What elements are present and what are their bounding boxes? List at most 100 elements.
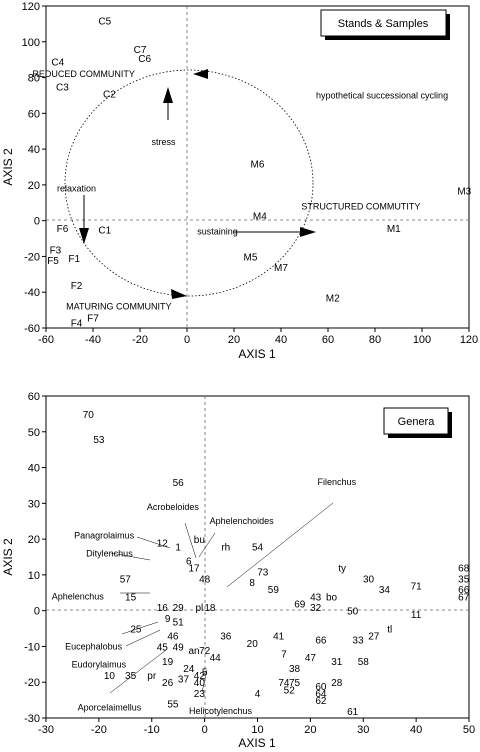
data-point-label: 41 [273,632,285,643]
y-tick-label: 0 [34,606,40,618]
data-point-label: 36 [220,632,232,643]
y-tick-label: -40 [24,287,40,299]
data-point-label: 69 [294,600,306,611]
x-tick-label: 20 [228,334,240,346]
data-point-label: 51 [173,617,185,628]
data-point-label: 60 [315,682,327,693]
data-point-label: ty [338,564,346,575]
data-point-label: bo [326,592,338,603]
data-point-label: F6 [57,224,69,235]
succession-cycle-ellipse [64,69,314,297]
x-axis-title: AXIS 1 [238,736,276,750]
x-tick-label: -10 [144,724,160,736]
x-tick-label: -20 [132,334,148,346]
data-point-label: tl [387,625,392,636]
data-point-label: C3 [56,83,69,94]
panel-title: Genera [398,416,436,428]
data-point-label: 19 [162,657,174,668]
annotation: sustaining [197,226,238,236]
x-ticks: -60 -40 -20 0 20 40 60 80 100 120 [38,328,478,346]
x-tick-label: -20 [91,724,107,736]
data-point-label: C1 [98,226,111,237]
data-point-label: 66 [458,585,470,596]
data-point-label: 57 [120,574,132,585]
x-tick-label: 120 [460,334,478,346]
y-tick-label: 50 [28,427,40,439]
data-point-label: 5 [202,667,208,678]
annotation: Helicotylenchus [189,706,253,716]
data-point-label: 68 [458,564,470,575]
data-point-label: F7 [87,313,99,324]
data-point-label: 67 [458,592,470,603]
annotation: Ditylenchus [86,548,133,558]
data-point-label: 66 [315,635,327,646]
data-point-label: 12 [157,539,169,550]
x-tick-label: 20 [304,724,316,736]
data-point-label: 38 [289,664,301,675]
leader-line [226,502,334,588]
annotation: stress [151,137,176,147]
data-point-label: F3 [50,245,62,256]
y-tick-label: 20 [28,180,40,192]
data-point-label: C4 [51,57,64,68]
data-point-label: 32 [310,603,322,614]
data-point-label: 45 [157,642,169,653]
annotation: Filenchus [318,477,357,487]
data-point-label: 4 [255,689,261,700]
data-point-label: 54 [252,542,264,553]
y-ticks: 120 100 80 60 40 20 0 -20 -40 -60 [22,1,46,335]
data-point-label: F4 [71,319,83,330]
data-point-label: 33 [352,635,364,646]
y-tick-label: 0 [34,216,40,228]
data-point-label: F1 [68,254,80,265]
annotation: REDUCED COMMUNITY [32,69,135,79]
annotation: Aphelenchus [52,591,105,601]
x-tick-label: 100 [413,334,431,346]
x-ticks: -30 -20 -10 0 10 20 30 40 50 [38,718,475,736]
data-point-label: 15 [125,592,137,603]
x-tick-label: 10 [251,724,263,736]
data-point-label: 48 [199,574,211,585]
data-point-label: 40 [194,678,206,689]
data-point-label: C6 [138,54,151,65]
annotations: Filenchus Acrobeloides Aphelenchoides Panag… [52,477,357,716]
data-point-label: 1 [175,542,181,553]
sustaining-arrow-head [300,227,316,237]
annotation: hypothetical successional cycling [316,90,448,100]
annotation: Acrobeloides [147,502,200,512]
leader-line [121,621,159,635]
annotation: MATURING COMMUNITY [66,302,171,312]
data-point-label: 75 [289,678,301,689]
data-point-label: 70 [83,410,95,421]
x-tick-label: 40 [410,724,422,736]
legend-box [320,9,447,37]
data-point-label: 61 [347,707,359,718]
data-point-label: rh [221,542,230,553]
x-tick-label: 80 [369,334,381,346]
y-ticks: 60 50 40 30 20 10 0 -10 -20 -30 [24,391,46,725]
legend-box [383,407,449,435]
chart-stands-samples: -60 -40 -20 0 20 40 60 80 100 120 120 100 80 60 40 20 0… [1,1,478,361]
y-tick-label: -30 [24,713,40,725]
x-axis-title: AXIS 1 [238,347,276,361]
data-point-label: 9 [165,614,171,625]
data-point-label: M5 [243,252,257,263]
data-point-label: 49 [173,642,185,653]
x-tick-label: -30 [38,724,54,736]
data-point-label: M7 [274,263,288,274]
data-point-label: 26 [162,678,174,689]
data-point-label: 37 [178,675,190,686]
data-point-label: 62 [315,696,327,707]
data-point-label: 34 [379,585,391,596]
data-point-label: 17 [188,564,200,575]
chart-genera: -30 -20 -10 0 10 20 30 40 50 60 50 40 30 20 10 0 -10 -20… [1,391,475,750]
data-point-label: 18 [204,603,216,614]
data-point-label: 6 [186,557,192,568]
data-point-label: 58 [358,657,370,668]
data-point-label: 64 [315,689,327,700]
data-point-label: pl [195,603,203,614]
data-point-label: 56 [173,478,185,489]
annotation: Eucephalobus [65,641,123,651]
